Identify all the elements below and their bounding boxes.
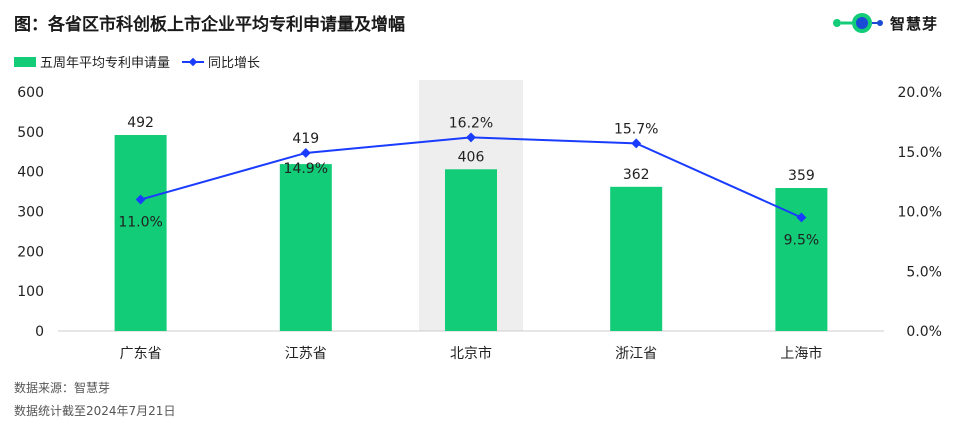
y-right-tick-label: 0.0% (906, 324, 942, 340)
y-right-tick-label: 5.0% (906, 264, 942, 280)
line-point (466, 132, 476, 143)
bar-value-label: 492 (127, 115, 154, 131)
y-right-tick-label: 15.0% (898, 145, 942, 161)
line-value-label: 14.9% (284, 161, 328, 177)
line-value-label: 11.0% (118, 215, 162, 231)
line-point (631, 138, 642, 149)
data-cutoff-note: 数据统计截至2024年7月21日 (14, 404, 176, 418)
x-tick-label: 北京市 (450, 345, 492, 362)
data-source: 数据来源：智慧芽 (14, 381, 111, 395)
logo-icon (832, 13, 883, 33)
legend-item-bar: 五周年平均专利申请量 (14, 52, 170, 71)
chart-legend: 五周年平均专利申请量 同比增长 (14, 52, 272, 71)
bar-value-label: 359 (788, 168, 815, 184)
legend-line-label: 同比增长 (208, 56, 261, 71)
bar-value-label: 362 (623, 167, 650, 183)
line-point (135, 194, 146, 205)
brand-logo: 智慧芽 (832, 12, 938, 34)
chart-title: 图：各省区市科创板上市企业平均专利申请量及增幅 (14, 15, 405, 35)
x-tick-label: 浙江省 (615, 346, 657, 362)
line-value-label: 15.7% (614, 121, 658, 137)
logo-text: 智慧芽 (889, 14, 938, 33)
bar (114, 135, 167, 331)
y-left-tick-label: 500 (17, 125, 44, 141)
y-left-tick-label: 300 (17, 205, 44, 221)
legend-bar-swatch (14, 56, 36, 67)
x-tick-label: 上海市 (780, 345, 822, 362)
x-tick-label: 广东省 (120, 346, 162, 362)
bar (445, 169, 497, 331)
bar (775, 187, 828, 331)
y-right-tick-label: 20.0% (898, 85, 942, 101)
legend-bar-label: 五周年平均专利申请量 (40, 56, 171, 71)
y-left-tick-label: 600 (17, 85, 44, 101)
line-point (796, 212, 807, 223)
line-point (300, 147, 311, 158)
bar (279, 164, 332, 331)
y-left-tick-label: 100 (17, 284, 44, 300)
y-right-tick-label: 10.0% (898, 205, 942, 221)
legend-line-swatch (182, 57, 205, 66)
y-left-tick-label: 0 (35, 324, 44, 340)
x-tick-label: 江苏省 (285, 346, 327, 362)
legend-item-line: 同比增长 (182, 52, 260, 71)
y-left-tick-label: 200 (17, 244, 44, 260)
line-value-label: 9.5% (784, 232, 820, 248)
y-left-tick-label: 400 (17, 165, 44, 181)
bar (610, 186, 663, 331)
bar-value-label: 406 (458, 149, 485, 165)
line-value-label: 16.2% (449, 115, 493, 131)
bar-value-label: 419 (292, 131, 319, 147)
